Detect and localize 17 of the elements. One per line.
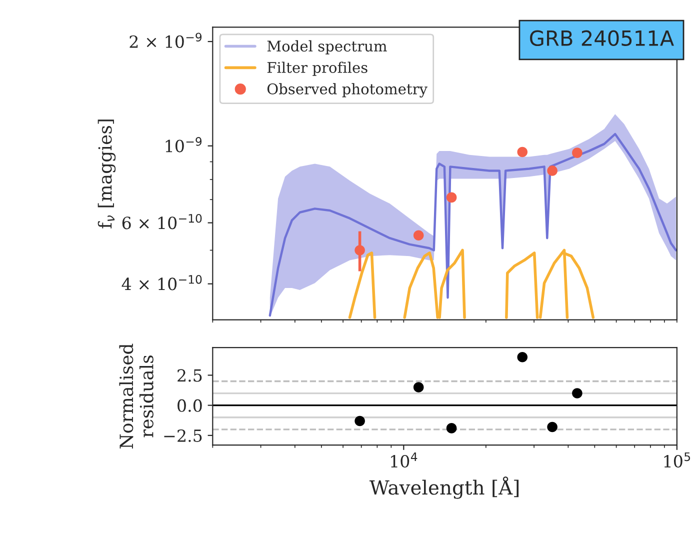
x-axis-title: Wavelength [Å] [369,476,519,499]
y-tick-label: 10$^{−9}$ [166,137,202,152]
annotation: GRB 240511A [530,30,674,46]
x-tick-label: 10$^{4}$ [391,452,418,468]
y-tick-label: 2 × 10$^{−9}$ [130,32,202,48]
y-tick-label: 2.5 [178,369,202,382]
line-series [348,252,376,319]
legend-label: Model spectrum [267,40,387,54]
y-tick-label: 6 × 10$^{−10}$ [122,214,202,230]
x-tick-label: 10$^{5}$ [664,452,690,468]
y-tick-label: 0.0 [178,399,202,412]
legend-label: Observed photometry [267,83,428,98]
y-axis-title: f$_{ν}$ [maggies] [98,120,116,228]
y-axis-title: Normalised residuals [119,344,154,449]
y-tick-label: −2.5 [164,429,202,442]
y-tick-label: 4 × 10$^{−10}$ [122,275,202,290]
legend-label: Filter profiles [267,62,368,76]
